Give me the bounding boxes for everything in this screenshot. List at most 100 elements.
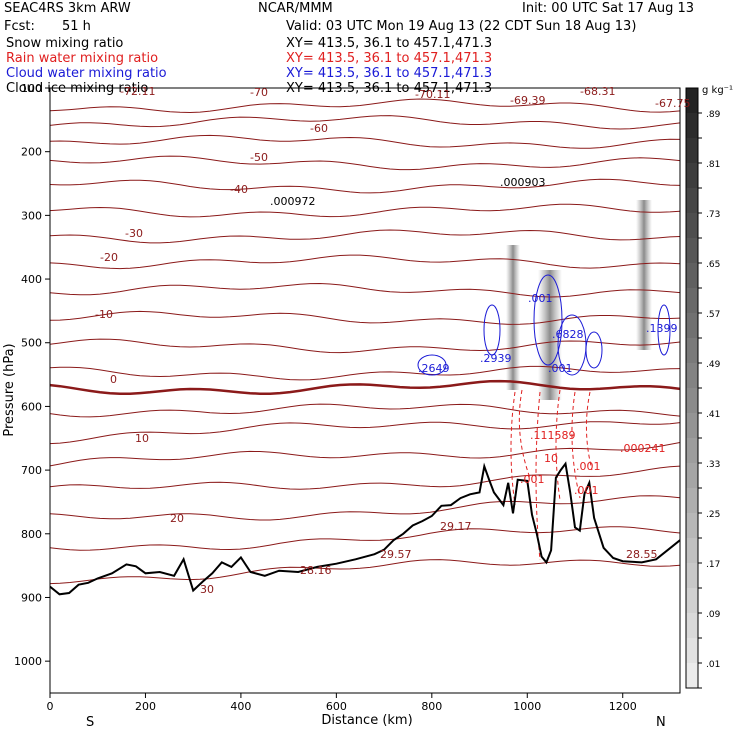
x-tick-label: 600 bbox=[326, 700, 347, 713]
colorbar-unit: g kg⁻¹ bbox=[702, 85, 733, 96]
maximum-label: .111589 bbox=[530, 429, 576, 442]
maximum-label: .001 bbox=[576, 460, 601, 473]
model-source: SEAC4RS 3km ARW bbox=[4, 1, 131, 16]
colorbar-cell bbox=[686, 463, 698, 488]
rain-contour bbox=[510, 391, 516, 506]
temperature-line bbox=[49, 155, 681, 171]
rain-contour bbox=[585, 391, 593, 471]
maximum-label: .000241 bbox=[620, 442, 666, 455]
colorbar-cell bbox=[686, 488, 698, 513]
colorbar-cell bbox=[686, 388, 698, 413]
temperature-label: -40 bbox=[230, 183, 248, 196]
maximum-label: .6828 bbox=[552, 328, 584, 341]
temperature-label: -60 bbox=[310, 122, 328, 135]
temperature-label: -20 bbox=[100, 251, 118, 264]
maximum-label: 10 bbox=[544, 452, 558, 465]
temperature-line bbox=[49, 559, 681, 585]
plot-frame bbox=[49, 87, 681, 694]
cloud-water-contour bbox=[417, 354, 447, 376]
colorbar-cell bbox=[686, 138, 698, 163]
y-tick-label: 600 bbox=[21, 400, 42, 413]
temperature-label: -68.31 bbox=[580, 85, 615, 98]
snow-plume-3 bbox=[636, 200, 652, 350]
cloud-water-contour bbox=[533, 274, 563, 366]
x-tick-label: 1000 bbox=[513, 700, 541, 713]
legend-cloud-water-xy: XY= 413.5, 36.1 to 457.1,471.3 bbox=[286, 66, 493, 81]
temperature-line bbox=[49, 403, 681, 418]
x-tick-label: 800 bbox=[421, 700, 442, 713]
snow-plume-2 bbox=[538, 270, 562, 400]
temperature-label: -67.75 bbox=[655, 97, 690, 110]
colorbar-cell bbox=[686, 188, 698, 213]
y-tick-label: 400 bbox=[21, 273, 42, 286]
forecast-value: 51 h bbox=[62, 19, 91, 34]
colorbar-label: .89 bbox=[706, 110, 721, 120]
colorbar-label: .49 bbox=[706, 360, 721, 370]
organization: NCAR/MMM bbox=[258, 1, 333, 16]
colorbar-cell bbox=[686, 313, 698, 338]
colorbar: .01 .09 .17 .25 .33 .41 .49 .57 .65 .73 .81 .89 g k… bbox=[685, 85, 733, 689]
temperature-line bbox=[49, 282, 681, 298]
y-tick-label: 200 bbox=[21, 146, 42, 159]
temperature-label: 29.57 bbox=[380, 548, 412, 561]
temperature-label: 20 bbox=[170, 512, 184, 525]
colorbar-cell bbox=[686, 413, 698, 438]
x-tick-label: 1200 bbox=[609, 700, 637, 713]
temperature-line bbox=[49, 421, 681, 445]
temperature-line bbox=[49, 338, 681, 354]
temperature-line bbox=[49, 134, 681, 149]
south-label: S bbox=[86, 715, 94, 730]
maximum-label: .001 bbox=[520, 473, 545, 486]
temperature-line bbox=[49, 526, 681, 551]
y-tick-label: 100 bbox=[21, 82, 42, 95]
rain-contour bbox=[518, 389, 531, 479]
maximum-label: .000903 bbox=[500, 176, 546, 189]
y-axis-title: Pressure (hPa) bbox=[2, 343, 17, 436]
valid-time: Valid: 03 UTC Mon 19 Aug 13 (22 CDT Sun … bbox=[286, 19, 637, 34]
temperature-label: 10 bbox=[135, 432, 149, 445]
snow-shading bbox=[506, 200, 652, 400]
temperature-label: 28.16 bbox=[300, 564, 332, 577]
temperature-label: -70 bbox=[250, 86, 268, 99]
legend-rain-xy: XY= 413.5, 36.1 to 457.1,471.3 bbox=[286, 51, 493, 66]
temperature-line bbox=[49, 203, 681, 218]
colorbar-label: .33 bbox=[706, 460, 720, 470]
temperature-line bbox=[49, 495, 681, 521]
y-tick-label: 1000 bbox=[14, 655, 42, 668]
y-tick-label: 800 bbox=[21, 528, 42, 541]
colorbar-label: .25 bbox=[706, 510, 720, 520]
colorbar-label: .01 bbox=[706, 660, 720, 670]
colorbar-cell bbox=[686, 163, 698, 188]
colorbar-cell bbox=[686, 638, 698, 663]
cloud-water-contour bbox=[657, 304, 671, 356]
cloud-water-contours bbox=[417, 274, 671, 376]
maximum-label: .2939 bbox=[480, 352, 512, 365]
temperature-line bbox=[49, 442, 681, 467]
cloud-water-contour bbox=[585, 331, 603, 369]
maximum-label: .000972 bbox=[270, 195, 316, 208]
init-time: Init: 00 UTC Sat 17 Aug 13 bbox=[522, 1, 695, 16]
colorbar-cell bbox=[686, 213, 698, 238]
temperature-contours bbox=[49, 98, 681, 585]
rain-contour bbox=[571, 391, 581, 499]
snow-plume-1 bbox=[506, 245, 520, 390]
maximum-label: .1399 bbox=[646, 322, 678, 335]
legend-cloud-water-label: Cloud water mixing ratio bbox=[6, 66, 167, 81]
colorbar-cell bbox=[686, 88, 698, 113]
contour-labels: -72.11 -70 -69.39 -68.31 -67.75 -70.11 -60 -50 -… bbox=[95, 85, 690, 596]
temperature-label: 30 bbox=[200, 583, 214, 596]
colorbar-label: .57 bbox=[706, 310, 720, 320]
colorbar-cell bbox=[686, 238, 698, 263]
colorbar-label: .17 bbox=[706, 560, 720, 570]
maximum-label: .001 bbox=[574, 484, 599, 497]
temperature-label: -30 bbox=[125, 227, 143, 240]
colorbar-cell bbox=[686, 338, 698, 363]
temperature-line bbox=[49, 229, 681, 244]
colorbar-cell bbox=[686, 263, 698, 288]
x-tick-label: 400 bbox=[230, 700, 251, 713]
temperature-label: -70.11 bbox=[415, 88, 450, 101]
freezing-level-line bbox=[49, 379, 681, 395]
axes: 0 200 400 600 800 1000 12001002003004005006007… bbox=[14, 82, 637, 713]
y-tick-label: 500 bbox=[21, 337, 42, 350]
